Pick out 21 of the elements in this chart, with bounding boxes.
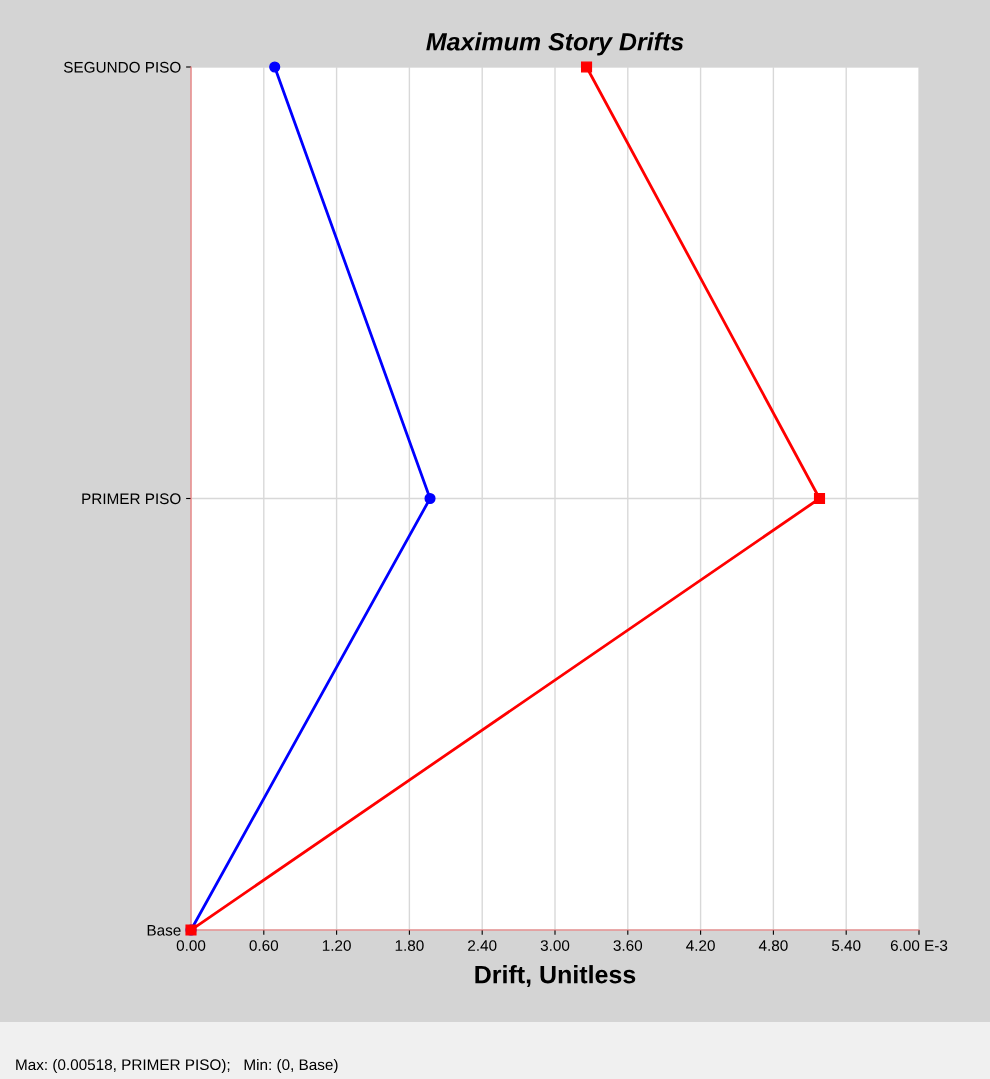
point xyxy=(580,61,593,73)
x-tick-label: 4.80 xyxy=(758,940,788,951)
x-tick-label: 2.40 xyxy=(468,940,497,951)
y-tick-label: PRIMER PISO xyxy=(82,493,181,505)
x-tick-label: 6.00 E-3 xyxy=(890,940,948,951)
text: Max: (0.00518, PRIMER PISO); Min: (0, Base) xyxy=(16,1058,338,1074)
point xyxy=(269,61,281,73)
x-tick-label: 3.60 xyxy=(613,940,643,951)
x-axis-title: Drift, Unitless xyxy=(475,965,636,988)
x-tick-label: 1.20 xyxy=(322,940,351,951)
y-tick-label: Base xyxy=(147,925,181,936)
chart-title: Maximum Story Drifts xyxy=(426,32,684,56)
y-tick-label: SEGUNDO PISO xyxy=(63,61,181,73)
x-tick-label: 1.80 xyxy=(395,940,424,951)
point xyxy=(813,492,826,505)
x-tick-label: 5.40 xyxy=(831,940,861,951)
x-tick-label: 0.60 xyxy=(249,940,279,951)
x-tick-label: 0.00 xyxy=(176,940,206,951)
point xyxy=(424,492,436,505)
x-tick-label: 4.20 xyxy=(686,940,715,951)
x-tick-label: 3.00 xyxy=(540,940,570,951)
